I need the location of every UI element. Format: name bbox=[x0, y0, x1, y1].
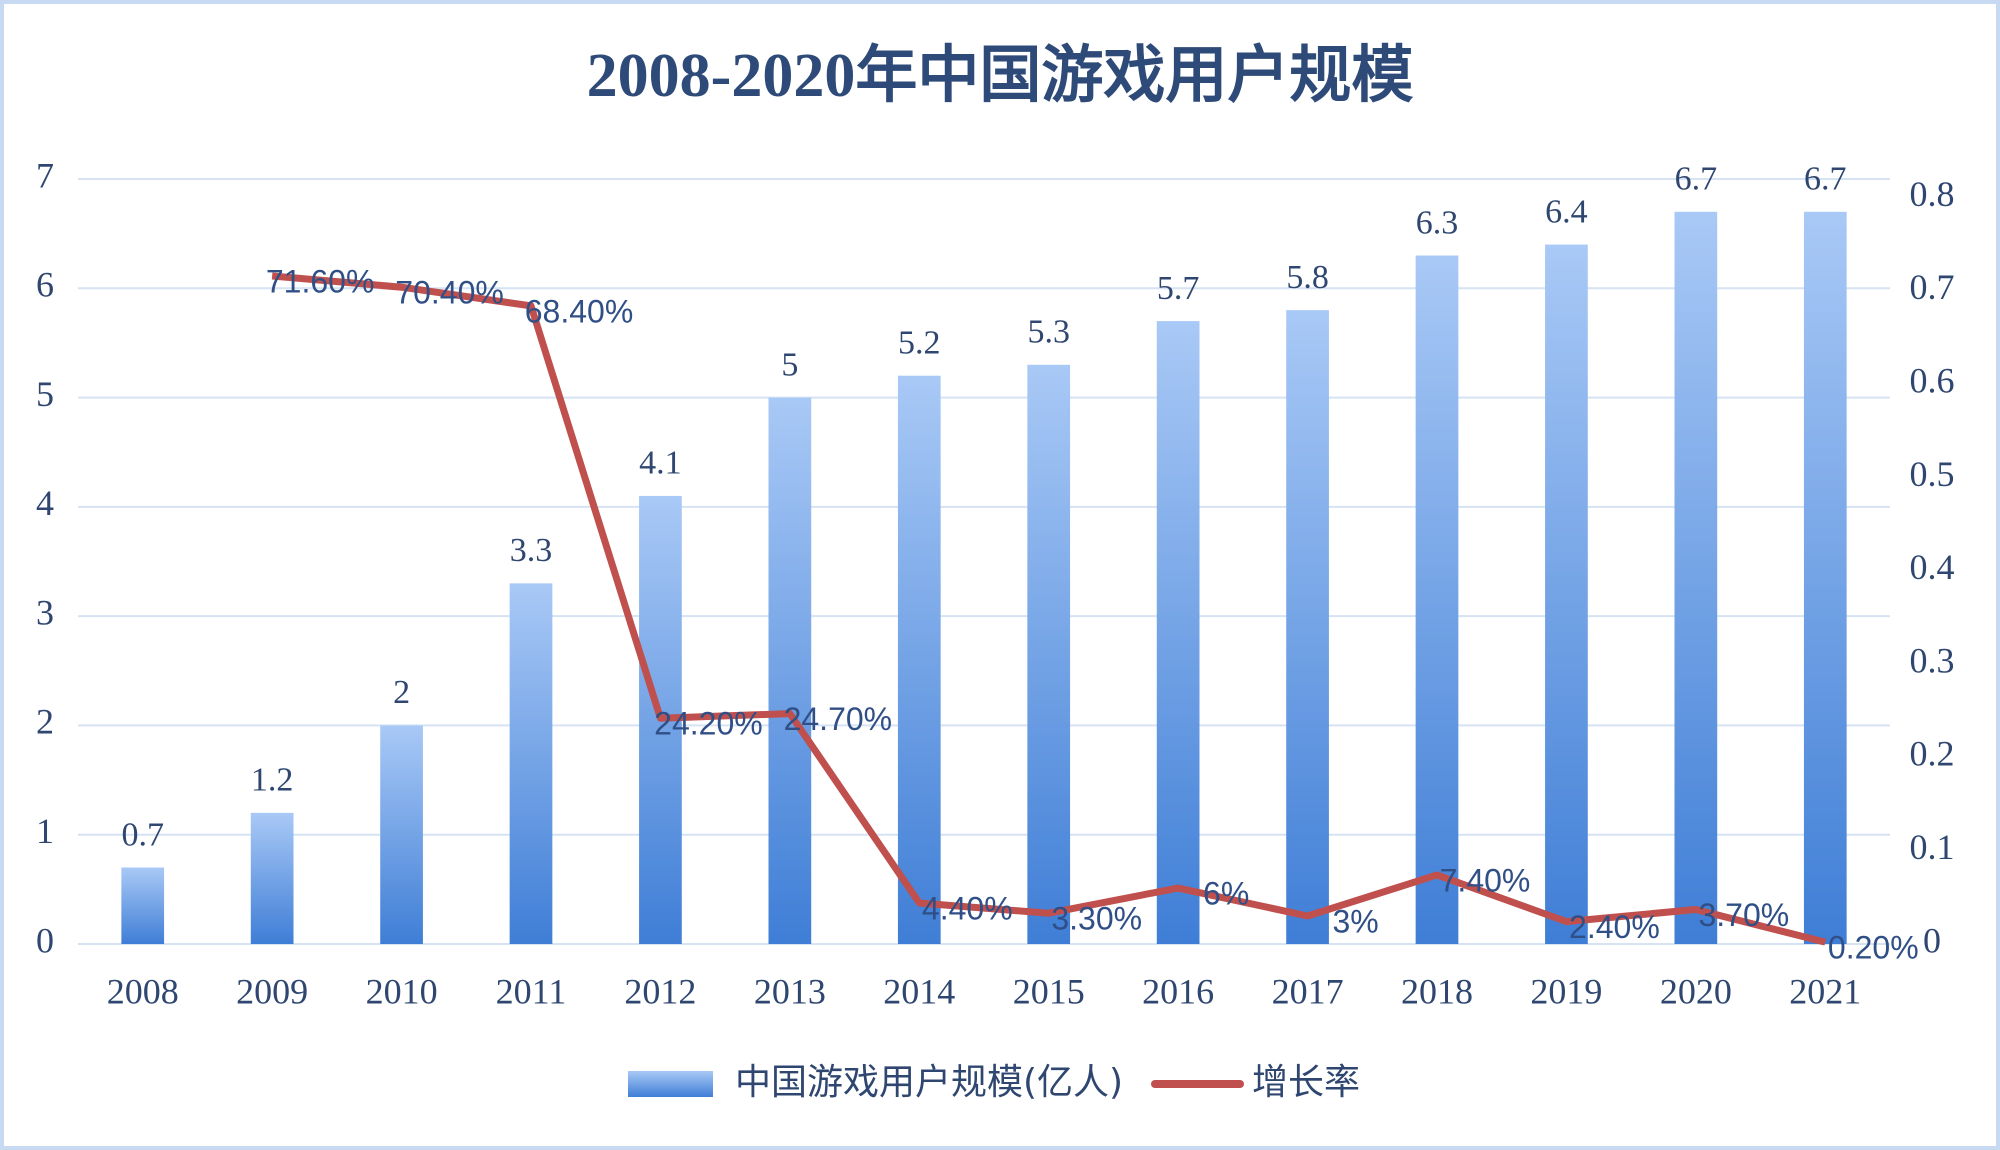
line-value-label: 24.20% bbox=[654, 706, 763, 742]
bar bbox=[1027, 364, 1071, 944]
bar-value-label: 6.7 bbox=[1804, 161, 1847, 198]
x-tick-label: 2012 bbox=[624, 971, 696, 1011]
line-value-label: 24.70% bbox=[784, 701, 893, 737]
bar bbox=[1674, 211, 1718, 945]
bar-value-label: 6.4 bbox=[1545, 193, 1588, 230]
y2-tick-label: 0.3 bbox=[1910, 640, 1955, 680]
line-value-label: 3% bbox=[1332, 903, 1378, 939]
bar-value-label: 5.7 bbox=[1157, 270, 1200, 307]
legend-label: 中国游戏用户规模(亿人) bbox=[735, 1062, 1123, 1103]
bar bbox=[897, 375, 941, 944]
line-value-label: 71.60% bbox=[266, 263, 375, 299]
bar-value-label: 1.2 bbox=[251, 762, 294, 799]
line-value-label: 0.20% bbox=[1828, 930, 1919, 966]
bar bbox=[1545, 244, 1588, 945]
line-value-label: 6% bbox=[1203, 875, 1249, 911]
x-tick-label: 2020 bbox=[1660, 971, 1732, 1011]
bar-value-label: 2 bbox=[393, 674, 410, 711]
x-tick-label: 2017 bbox=[1272, 971, 1344, 1011]
y-tick-label: 1 bbox=[36, 811, 54, 851]
x-tick-label: 2019 bbox=[1530, 971, 1602, 1011]
bar bbox=[121, 867, 165, 944]
y2-tick-label: 0.8 bbox=[1910, 174, 1955, 214]
x-tick-label: 2011 bbox=[496, 971, 567, 1011]
x-tick-label: 2013 bbox=[754, 971, 826, 1011]
line-value-label: 7.40% bbox=[1440, 862, 1531, 898]
legend-swatch bbox=[628, 1071, 713, 1097]
bar bbox=[768, 397, 812, 945]
y-tick-label: 3 bbox=[36, 592, 54, 632]
line-value-label: 3.30% bbox=[1051, 901, 1142, 937]
x-tick-label: 2010 bbox=[366, 971, 438, 1011]
bar-value-label: 4.1 bbox=[639, 445, 682, 482]
y2-tick-label: 0.5 bbox=[1910, 454, 1955, 494]
y-tick-label: 6 bbox=[36, 265, 54, 305]
x-tick-label: 2016 bbox=[1142, 971, 1214, 1011]
growth-line bbox=[271, 272, 1827, 946]
bar-value-label: 0.7 bbox=[121, 816, 164, 853]
x-tick-label: 2014 bbox=[883, 971, 955, 1011]
bar bbox=[250, 812, 294, 944]
bar-value-label: 6.7 bbox=[1675, 161, 1718, 198]
bar bbox=[1415, 255, 1459, 944]
line-value-label: 68.40% bbox=[525, 293, 634, 329]
y2-tick-label: 0.1 bbox=[1910, 827, 1955, 867]
x-tick-label: 2021 bbox=[1789, 971, 1861, 1011]
y-tick-label: 7 bbox=[36, 155, 54, 195]
x-tick-label: 2018 bbox=[1401, 971, 1473, 1011]
x-tick-label: 2008 bbox=[107, 971, 179, 1011]
legend-label: 增长率 bbox=[1252, 1062, 1360, 1103]
y-tick-label: 4 bbox=[36, 483, 54, 523]
y-tick-label: 2 bbox=[36, 702, 54, 742]
y2-tick-label: 0.4 bbox=[1910, 547, 1955, 587]
y2-tick-label: 0.6 bbox=[1910, 361, 1955, 401]
line-value-label: 2.40% bbox=[1569, 909, 1660, 945]
y-tick-label: 5 bbox=[36, 374, 54, 414]
bar bbox=[1803, 211, 1847, 945]
bar-value-label: 3.3 bbox=[510, 532, 553, 569]
x-tick-label: 2009 bbox=[236, 971, 308, 1011]
y-tick-label: 0 bbox=[36, 920, 54, 960]
bar-value-label: 5.3 bbox=[1027, 314, 1070, 351]
chart-title: 2008-2020年中国游戏用户规模 bbox=[587, 41, 1414, 110]
bar bbox=[509, 583, 553, 944]
y2-tick-label: 0 bbox=[1923, 920, 1941, 960]
bar bbox=[380, 725, 423, 944]
bar-value-label: 5 bbox=[781, 346, 798, 383]
x-tick-label: 2015 bbox=[1013, 971, 1085, 1011]
y2-tick-label: 0.7 bbox=[1910, 267, 1955, 307]
bar-value-label: 5.8 bbox=[1286, 259, 1329, 296]
line-value-label: 4.40% bbox=[922, 890, 1013, 926]
y2-tick-label: 0.2 bbox=[1910, 734, 1955, 774]
bar bbox=[1286, 310, 1329, 945]
line-value-label: 3.70% bbox=[1698, 897, 1789, 933]
bar bbox=[1156, 321, 1200, 945]
line-value-label: 70.40% bbox=[395, 275, 504, 311]
bar-value-label: 6.3 bbox=[1416, 204, 1459, 241]
bar-value-label: 5.2 bbox=[898, 325, 941, 362]
